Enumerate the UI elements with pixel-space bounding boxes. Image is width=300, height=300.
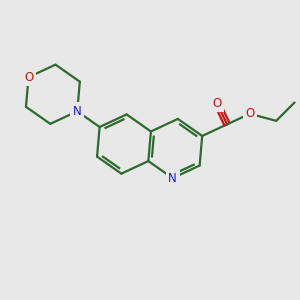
Text: N: N [73,105,82,118]
Text: O: O [212,97,222,110]
Text: O: O [245,107,254,120]
Text: N: N [168,172,177,184]
Text: O: O [24,71,33,84]
